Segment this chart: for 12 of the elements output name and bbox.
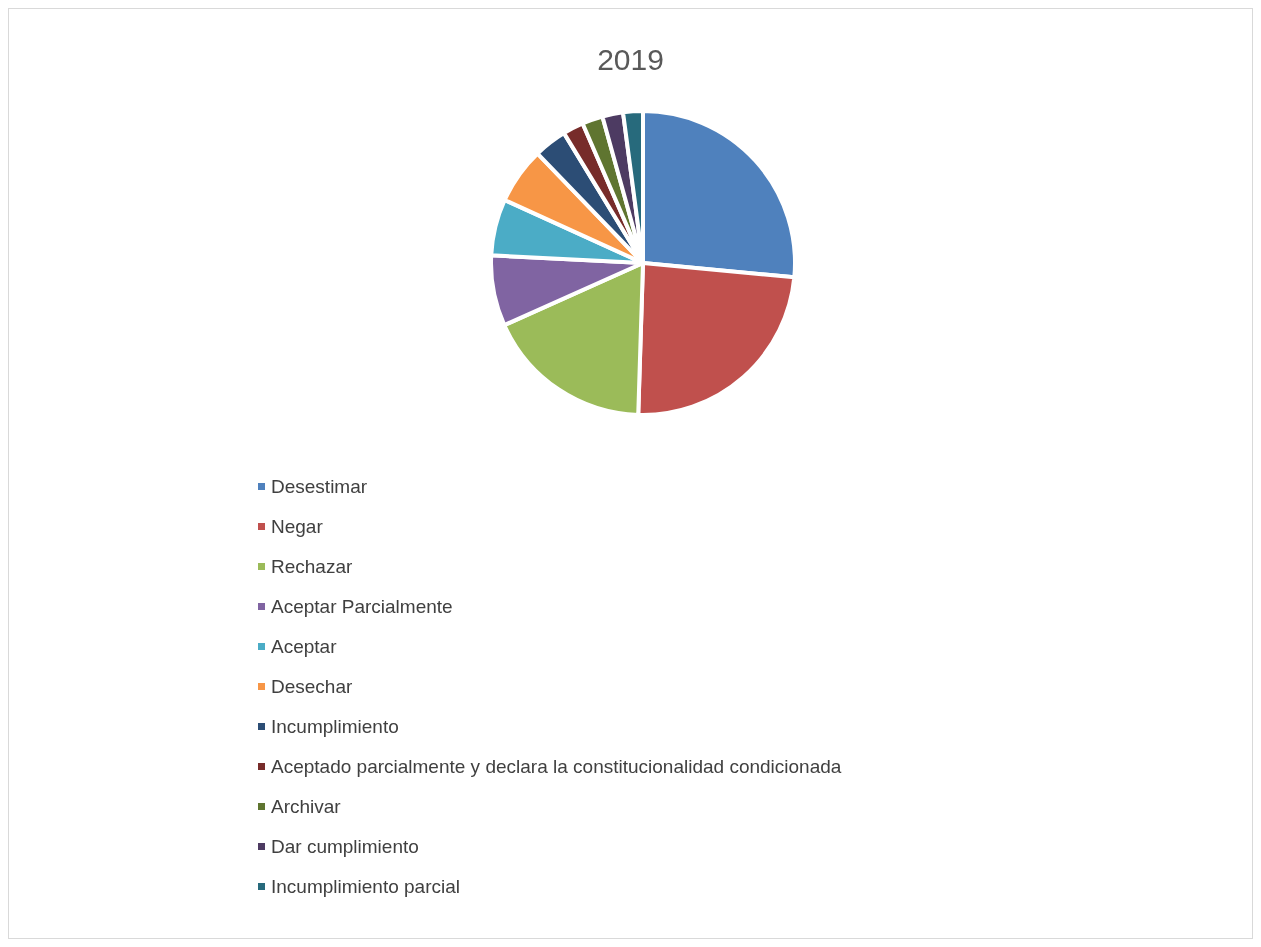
legend-label: Desestimar	[271, 476, 368, 497]
legend-label: Aceptar	[271, 636, 338, 657]
legend-label: Archivar	[271, 796, 342, 817]
legend-label: Incumplimiento	[271, 716, 399, 737]
legend-label: Rechazar	[271, 556, 353, 577]
legend-label: Desechar	[271, 676, 353, 697]
legend-label: Incumplimiento parcial	[271, 876, 461, 897]
legend-label: Negar	[271, 516, 324, 537]
legend-label: Aceptado parcialmente y declara la constitucionalidad condicionada	[271, 756, 842, 777]
legend-label: Aceptar Parcialmente	[271, 596, 453, 617]
chart-title: 2019	[597, 42, 664, 76]
legend-label: Dar cumplimiento	[271, 836, 419, 857]
